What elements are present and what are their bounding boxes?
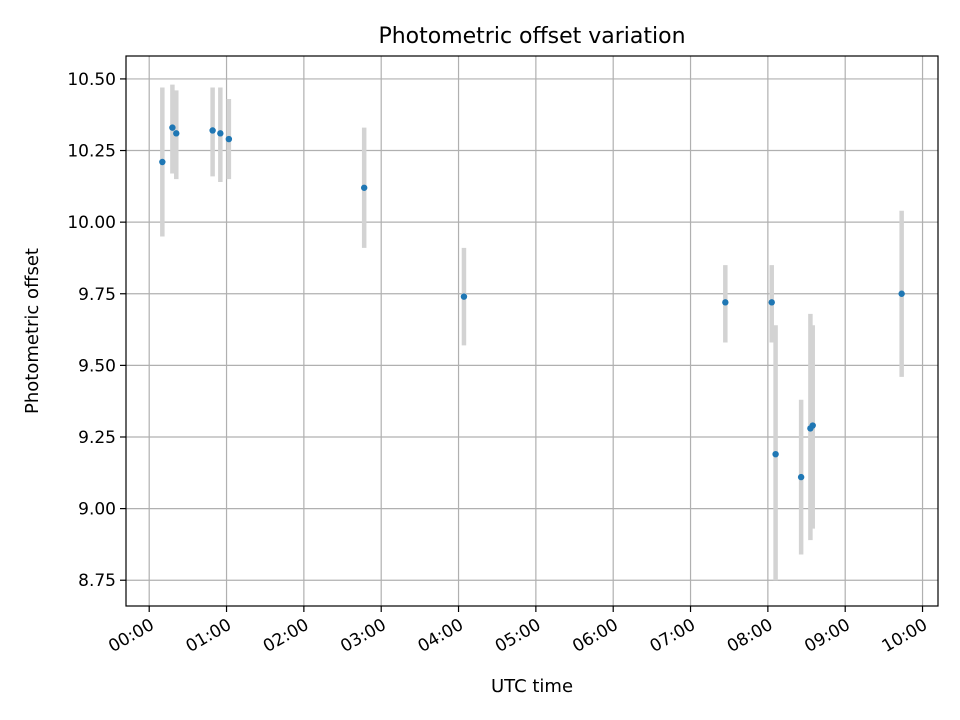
y-tick-label: 9.75 <box>78 285 116 305</box>
data-point <box>217 130 224 137</box>
x-tick-label: 06:00 <box>569 615 621 657</box>
data-point <box>225 135 233 143</box>
x-tick-label: 00:00 <box>105 615 157 657</box>
data-point <box>898 290 905 297</box>
y-tick-label: 10.00 <box>67 213 116 233</box>
data-points <box>159 124 905 481</box>
y-axis-ticks: 8.75 9.00 9.25 9.50 9.75 10.00 10.25 10.50 <box>67 70 126 591</box>
data-point <box>797 473 805 481</box>
x-tick-label: 07:00 <box>647 615 699 657</box>
y-axis-label: Photometric offset <box>22 248 43 414</box>
x-tick-label: 05:00 <box>492 615 544 657</box>
data-point <box>360 184 368 191</box>
x-tick-label: 10:00 <box>879 615 931 657</box>
y-tick-label: 9.00 <box>78 500 116 520</box>
data-point <box>169 124 176 131</box>
x-tick-label: 01:00 <box>183 615 235 657</box>
data-point <box>209 127 216 134</box>
data-point <box>772 450 779 458</box>
y-tick-label: 10.50 <box>67 70 116 90</box>
x-tick-label: 08:00 <box>724 615 776 657</box>
y-tick-label: 8.75 <box>78 571 116 591</box>
error-bars <box>160 84 904 581</box>
grid <box>126 56 938 606</box>
x-axis-label: UTC time <box>491 676 573 697</box>
y-tick-label: 10.25 <box>67 142 116 162</box>
x-tick-label: 09:00 <box>801 615 853 657</box>
data-point <box>768 299 775 306</box>
data-point <box>722 299 729 306</box>
data-point <box>809 422 816 429</box>
data-point <box>159 158 166 166</box>
data-point <box>460 293 468 300</box>
data-point <box>173 130 180 137</box>
x-tick-label: 02:00 <box>260 615 312 657</box>
plot-area-frame <box>125 55 939 607</box>
chart-title: Photometric offset variation <box>378 24 685 49</box>
x-tick-label: 04:00 <box>415 615 467 657</box>
y-tick-label: 9.50 <box>78 356 116 376</box>
y-tick-label: 9.25 <box>78 428 116 448</box>
x-tick-label: 03:00 <box>337 615 389 657</box>
x-axis-ticks: 00:00 01:00 02:00 03:00 04:00 05:00 06:00 07:00… <box>105 606 931 657</box>
